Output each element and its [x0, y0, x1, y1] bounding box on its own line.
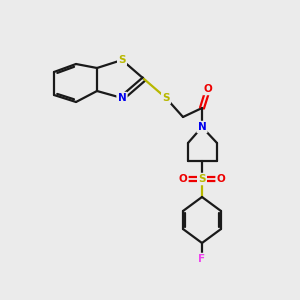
Text: N: N [118, 93, 126, 103]
Text: S: S [118, 55, 126, 65]
Text: O: O [178, 174, 188, 184]
Text: S: S [198, 174, 206, 184]
Text: O: O [204, 84, 212, 94]
Text: O: O [217, 174, 225, 184]
Text: F: F [198, 254, 206, 264]
Text: S: S [162, 93, 170, 103]
Text: N: N [198, 122, 206, 132]
